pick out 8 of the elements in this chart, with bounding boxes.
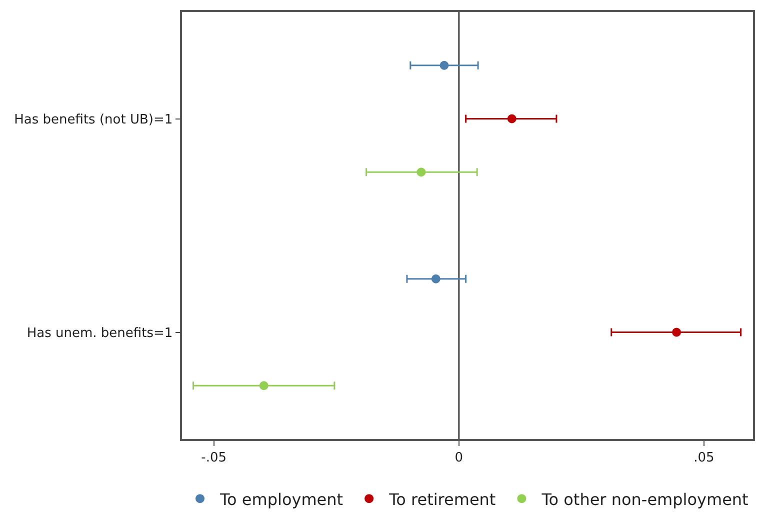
- legend-label: To retirement: [388, 490, 496, 509]
- y-tick-label: Has benefits (not UB)=1: [14, 112, 173, 128]
- legend-label: To other non-employment: [540, 490, 748, 509]
- x-tick-label: -.05: [201, 450, 227, 466]
- x-tick-label: 0: [454, 450, 464, 466]
- y-tick-label: Has unem. benefits=1: [26, 326, 173, 341]
- x-tick-label: .05: [694, 450, 714, 466]
- legend-label: To employment: [219, 490, 344, 509]
